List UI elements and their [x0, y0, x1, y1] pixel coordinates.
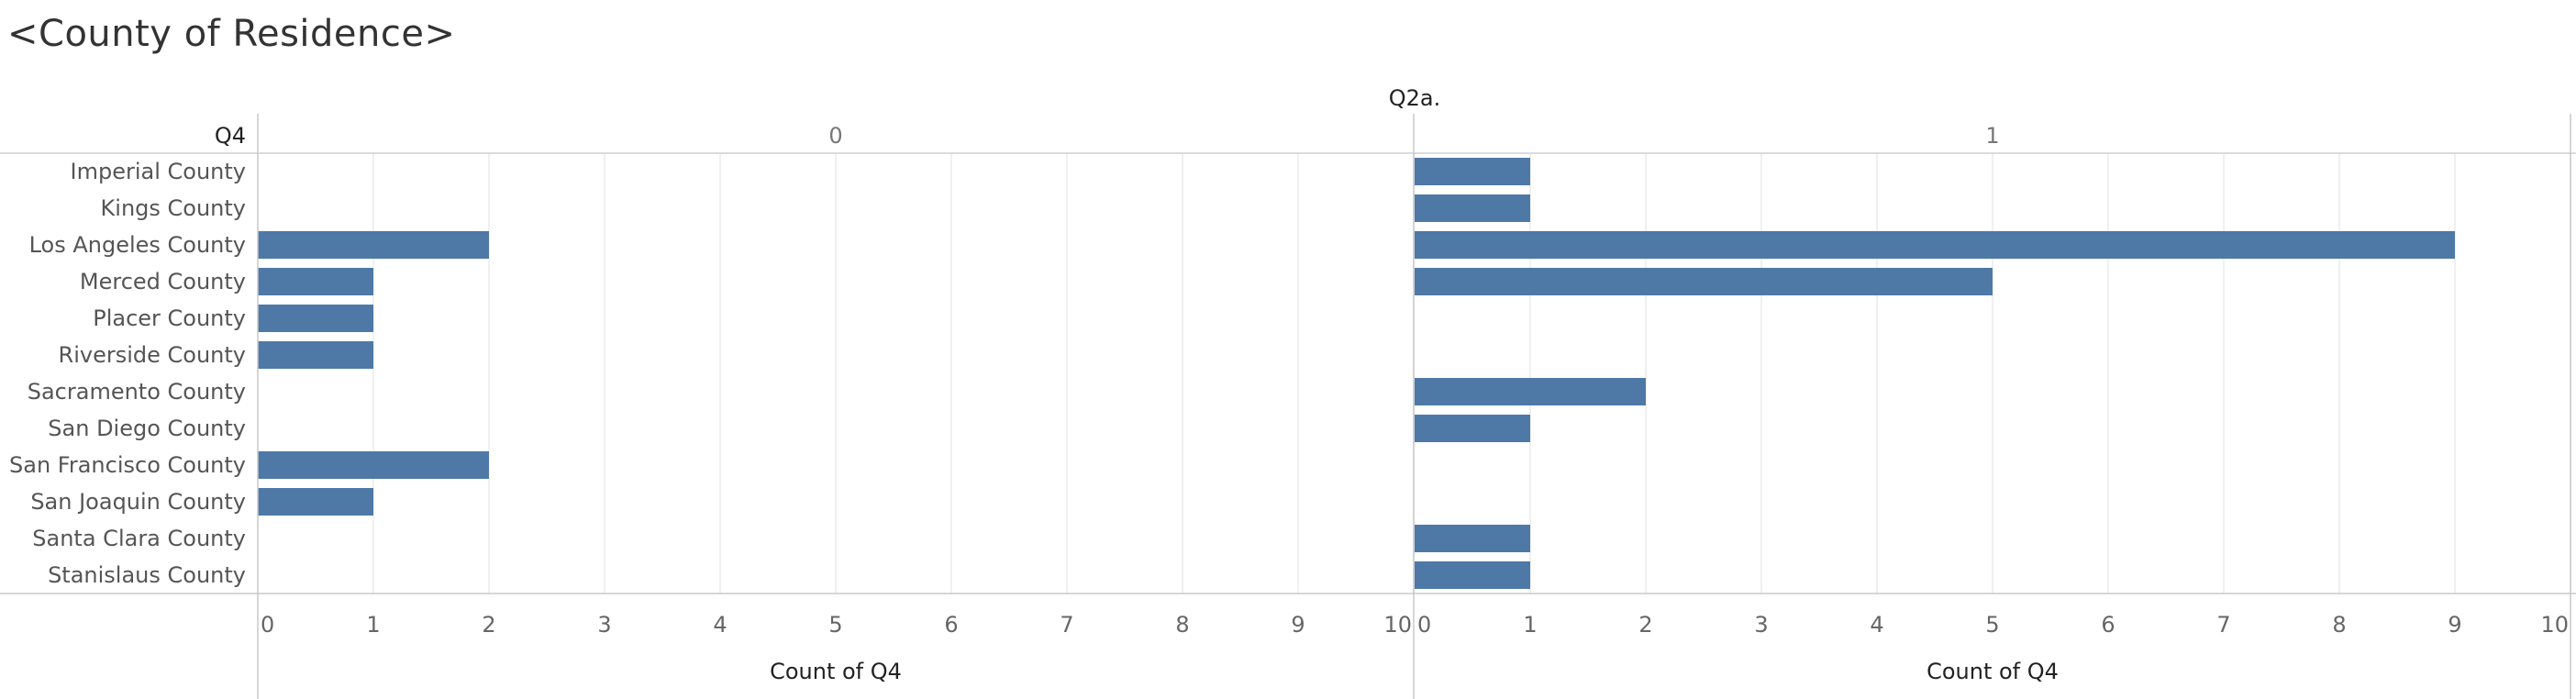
x-tick-label: 3: [597, 612, 611, 638]
x-tick-label: 9: [1291, 612, 1305, 638]
bar: [1415, 268, 1993, 295]
x-tick-label: 0: [261, 612, 274, 638]
bar: [1415, 415, 1530, 442]
x-tick-label: 4: [1870, 612, 1883, 638]
x-tick-label: 8: [2332, 612, 2346, 638]
bar: [1415, 525, 1530, 552]
x-tick-label: 10: [2540, 612, 2569, 638]
chart-title: <County of Residence>: [7, 13, 456, 55]
x-tick-label: 5: [828, 612, 842, 638]
bar: [258, 268, 373, 295]
bars: [258, 158, 2455, 589]
x-tick-label: 1: [366, 612, 380, 638]
x-axis-title: Count of Q4: [1926, 659, 2059, 684]
column-field-label: Q2a.: [1389, 85, 1441, 111]
x-tick-label: 1: [1523, 612, 1537, 638]
category-label: Los Angeles County: [29, 232, 246, 258]
category-label: San Diego County: [48, 416, 246, 441]
category-label: Imperial County: [71, 159, 246, 184]
x-tick-label: 6: [2101, 612, 2115, 638]
chart-frame: [0, 114, 2576, 699]
category-label: Riverside County: [59, 342, 246, 368]
x-tick-label: 7: [2216, 612, 2230, 638]
bar: [258, 451, 489, 479]
bar: [258, 231, 489, 259]
category-label: Kings County: [101, 195, 246, 221]
bar: [1415, 158, 1530, 185]
x-tick-label: 2: [1638, 612, 1652, 638]
category-label: Merced County: [80, 269, 246, 294]
bar: [1415, 194, 1530, 222]
bar: [258, 488, 373, 516]
category-label: Stanislaus County: [48, 562, 246, 588]
category-label: Sacramento County: [28, 379, 246, 405]
x-tick-label: 10: [1383, 612, 1412, 638]
category-label: Placer County: [93, 305, 246, 331]
bar: [1415, 378, 1646, 405]
category-label: San Joaquin County: [30, 489, 246, 515]
x-tick-label: 3: [1754, 612, 1768, 638]
bar: [1415, 561, 1530, 589]
x-tick-label: 5: [1985, 612, 1999, 638]
panel-header: 1: [1985, 123, 1999, 149]
row-field-label: Q4: [215, 123, 246, 149]
x-axis-title: Count of Q4: [770, 659, 902, 684]
bar: [258, 341, 373, 369]
category-label: Santa Clara County: [32, 526, 246, 551]
bar: [258, 305, 373, 332]
panel-header: 0: [828, 123, 842, 149]
x-tick-label: 8: [1175, 612, 1189, 638]
x-tick-label: 0: [1417, 612, 1431, 638]
bar: [1415, 231, 2455, 259]
x-tick-label: 4: [713, 612, 727, 638]
x-tick-label: 7: [1060, 612, 1073, 638]
x-tick-label: 9: [2448, 612, 2461, 638]
category-label: San Francisco County: [9, 452, 246, 478]
x-tick-label: 6: [944, 612, 958, 638]
x-tick-label: 2: [482, 612, 495, 638]
